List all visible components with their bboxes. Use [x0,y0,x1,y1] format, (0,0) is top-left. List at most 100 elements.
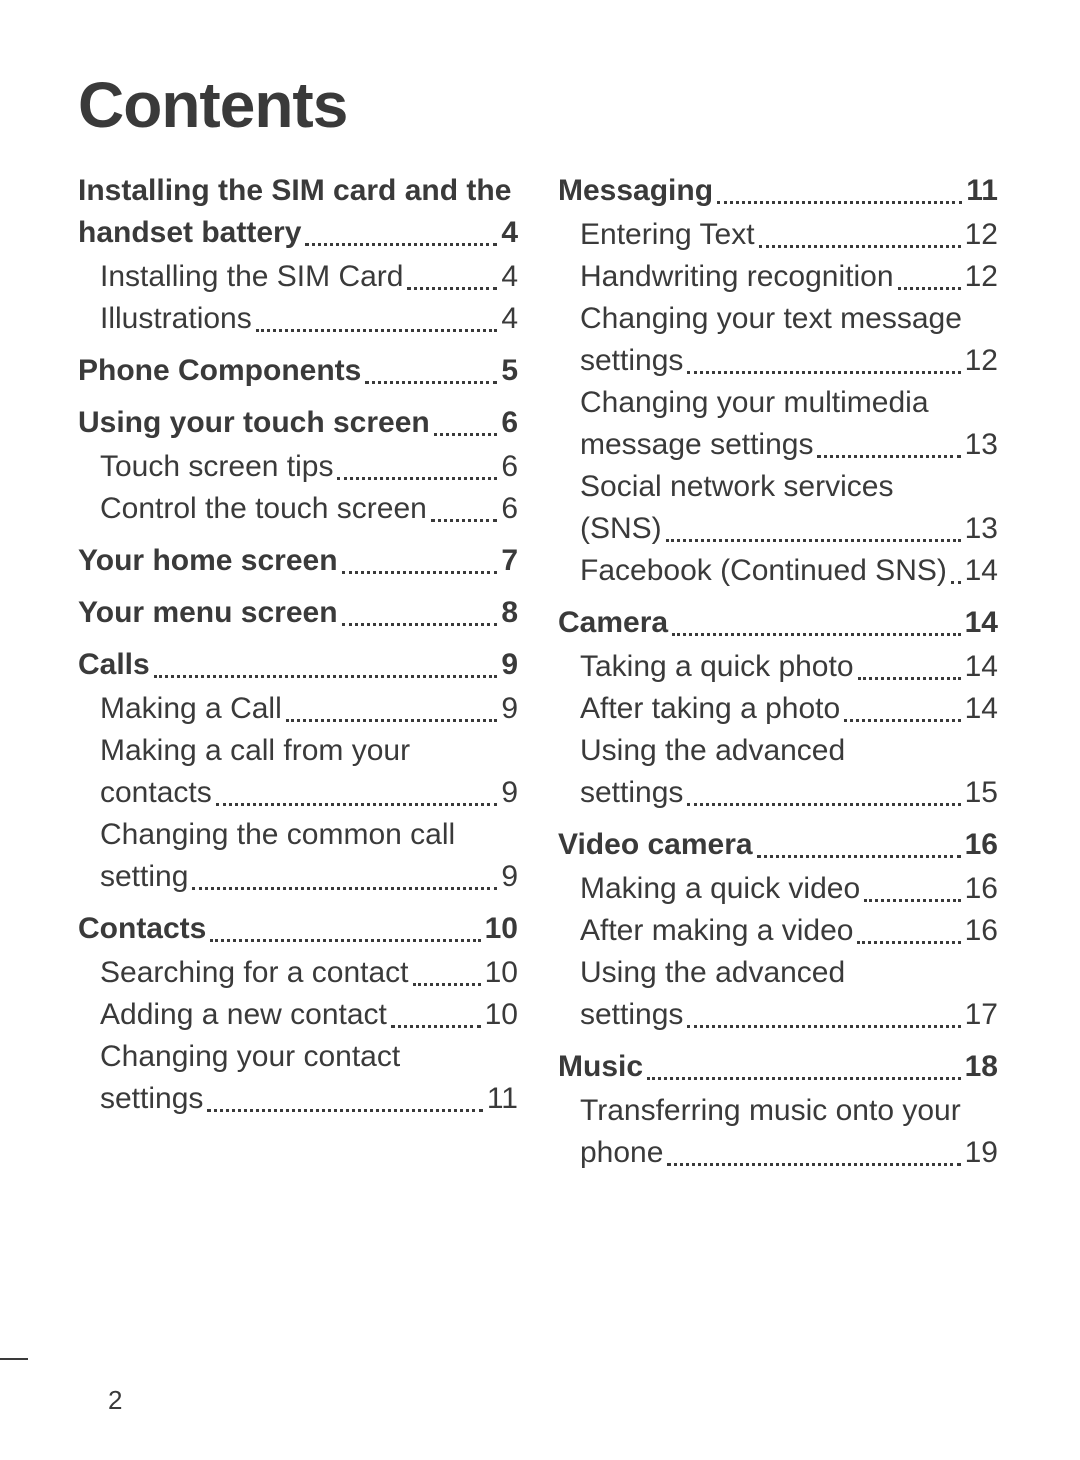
toc-label: Using the advanced [580,730,998,772]
toc-page: 6 [501,402,518,444]
toc-page: 9 [501,772,518,814]
toc-heading: Installing the SIM card and thehandset b… [78,170,518,254]
toc-label: Video camera [558,824,753,866]
toc-leader [407,287,497,290]
toc-leader [154,675,498,678]
toc-page: 12 [965,256,998,298]
toc-leader [687,1025,960,1028]
toc-section: Camera14Taking a quick photo14After taki… [558,602,998,814]
toc-section: Video camera 16 Making a quick video 16 Afte… [558,824,998,1036]
toc-label: Making a call from your [100,730,518,772]
toc-sublist: Searching for a contact10Adding a new co… [78,952,518,1120]
toc-page: 10 [485,908,518,950]
toc-page: 16 [965,868,998,910]
toc-leader [951,581,961,584]
toc-page: 5 [501,350,518,392]
toc-section: Messaging11Entering Text12Handwriting re… [558,170,998,592]
toc-page: 16 [965,824,998,866]
toc-heading: Contacts10 [78,908,518,950]
toc-heading: Your home screen7 [78,540,518,582]
toc-page: 16 [965,910,998,952]
toc-page: 17 [965,994,998,1036]
toc-page: 14 [965,688,998,730]
toc-item: Installing the SIM Card 4 [100,256,518,298]
toc-item: Taking a quick photo14 [580,646,998,688]
toc-leader [858,677,961,680]
toc-page: 4 [501,212,518,254]
toc-leader [898,287,961,290]
toc-heading: Phone Components 5 [78,350,518,392]
toc-leader [216,803,498,806]
toc-item: Making a quick video 16 [580,868,998,910]
toc-label: Installing the SIM card and the [78,170,518,212]
toc-label: Changing your multimedia [580,382,998,424]
toc-heading: Music18 [558,1046,998,1088]
toc-leader [687,803,960,806]
toc-label: settings [580,994,683,1036]
page: Contents Installing the SIM card and the… [0,0,1080,1460]
toc-column: Messaging11Entering Text12Handwriting re… [558,170,998,1184]
toc-item: Illustrations4 [100,298,518,340]
toc-leader [759,245,961,248]
toc-page: 14 [965,550,998,592]
toc-item: Transferring music onto yourphone19 [580,1090,998,1174]
toc-label: Making a quick video [580,868,860,910]
toc-page: 19 [965,1132,998,1174]
toc-leader [844,719,960,722]
toc-leader [305,243,497,246]
toc-label: Searching for a contact [100,952,409,994]
toc-label: After making a video [580,910,853,952]
toc-page: 7 [501,540,518,582]
toc-leader [817,455,960,458]
toc-item: Adding a new contact10 [100,994,518,1036]
toc-item: Handwriting recognition12 [580,256,998,298]
toc-heading: Messaging11 [558,170,998,212]
page-title: Contents [78,68,1002,142]
toc-item: Social network services(SNS)13 [580,466,998,550]
toc-leader [256,329,498,332]
toc-heading: Using your touch screen 6 [78,402,518,444]
toc-label: Messaging [558,170,713,212]
toc-label: Adding a new contact [100,994,387,1036]
toc-label: Changing your text message [580,298,998,340]
toc-leader [667,1163,960,1166]
toc-sublist: Transferring music onto yourphone19 [558,1090,998,1174]
toc-heading: Camera14 [558,602,998,644]
toc-label: Illustrations [100,298,252,340]
toc-label: setting [100,856,188,898]
toc-label: Changing the common call [100,814,518,856]
toc-sublist: Making a Call9Making a call from yourcon… [78,688,518,898]
toc-section: Contacts10Searching for a contact10Addin… [78,908,518,1120]
toc-label: Touch screen tips [100,446,333,488]
toc-page: 12 [965,340,998,382]
toc-page: 14 [965,646,998,688]
toc-label: (SNS) [580,508,662,550]
toc-leader [342,623,498,626]
toc-label: Using the advanced [580,952,998,994]
toc-item: Entering Text12 [580,214,998,256]
toc-label: Using your touch screen [78,402,430,444]
toc-page: 9 [501,856,518,898]
toc-page: 13 [965,424,998,466]
toc-label: Phone Components [78,350,361,392]
toc-section: Phone Components 5 [78,350,518,392]
toc-heading: Calls9 [78,644,518,686]
toc-leader [365,381,497,384]
toc-sublist: Taking a quick photo14After taking a pho… [558,646,998,814]
toc-leader [434,433,498,436]
toc-page: 4 [501,256,518,298]
toc-item: Control the touch screen6 [100,488,518,530]
toc-label: Installing the SIM Card [100,256,403,298]
toc-leader [286,719,498,722]
toc-leader [210,939,480,942]
toc-leader [337,477,497,480]
toc-label: settings [100,1078,203,1120]
toc-label: After taking a photo [580,688,840,730]
toc-label: handset battery [78,212,301,254]
toc-page: 9 [501,688,518,730]
toc-label: Transferring music onto your [580,1090,998,1132]
toc-label: contacts [100,772,212,814]
toc-sublist: Installing the SIM Card 4Illustrations4 [78,256,518,340]
toc-leader [431,519,497,522]
toc-leader [391,1025,481,1028]
